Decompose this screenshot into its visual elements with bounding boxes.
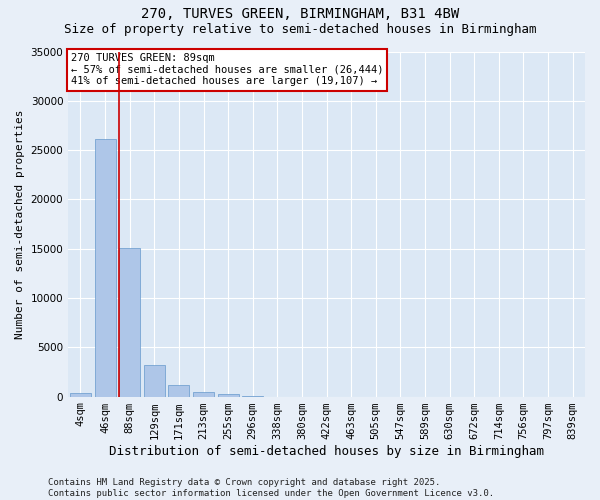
Y-axis label: Number of semi-detached properties: Number of semi-detached properties bbox=[15, 110, 25, 339]
Bar bbox=[169, 385, 190, 396]
Bar bbox=[218, 394, 239, 396]
Text: Size of property relative to semi-detached houses in Birmingham: Size of property relative to semi-detach… bbox=[64, 22, 536, 36]
Bar bbox=[95, 139, 116, 396]
Text: 270 TURVES GREEN: 89sqm
← 57% of semi-detached houses are smaller (26,444)
41% o: 270 TURVES GREEN: 89sqm ← 57% of semi-de… bbox=[71, 53, 383, 86]
X-axis label: Distribution of semi-detached houses by size in Birmingham: Distribution of semi-detached houses by … bbox=[109, 444, 544, 458]
Text: Contains HM Land Registry data © Crown copyright and database right 2025.
Contai: Contains HM Land Registry data © Crown c… bbox=[48, 478, 494, 498]
Bar bbox=[119, 248, 140, 396]
Bar bbox=[144, 365, 165, 396]
Text: 270, TURVES GREEN, BIRMINGHAM, B31 4BW: 270, TURVES GREEN, BIRMINGHAM, B31 4BW bbox=[141, 8, 459, 22]
Bar bbox=[70, 392, 91, 396]
Bar bbox=[193, 392, 214, 396]
